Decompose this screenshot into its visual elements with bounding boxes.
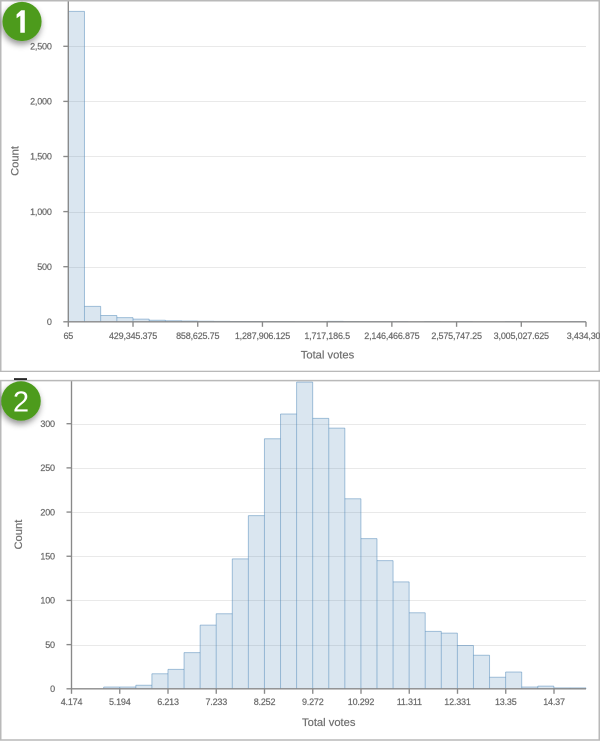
svg-text:3,434,308: 3,434,308 xyxy=(567,331,600,341)
svg-text:200: 200 xyxy=(40,507,55,517)
svg-text:65: 65 xyxy=(63,331,73,341)
svg-text:2,575,747.25: 2,575,747.25 xyxy=(431,331,482,341)
svg-text:1,287,906.125: 1,287,906.125 xyxy=(235,331,290,341)
svg-text:8.252: 8.252 xyxy=(254,697,276,707)
svg-text:11.311: 11.311 xyxy=(397,697,422,707)
svg-text:2,146,466.875: 2,146,466.875 xyxy=(364,331,419,341)
svg-text:9.272: 9.272 xyxy=(302,697,324,707)
svg-text:0: 0 xyxy=(50,684,55,694)
svg-text:150: 150 xyxy=(40,551,55,561)
svg-text:250: 250 xyxy=(40,463,55,473)
svg-text:429,345.375: 429,345.375 xyxy=(109,331,157,341)
svg-text:12.331: 12.331 xyxy=(444,697,471,707)
svg-text:Total votes: Total votes xyxy=(302,717,356,729)
svg-text:50: 50 xyxy=(45,640,55,650)
svg-text:0: 0 xyxy=(47,317,52,327)
svg-text:2,000: 2,000 xyxy=(30,97,52,107)
svg-text:10.292: 10.292 xyxy=(348,697,375,707)
svg-text:4.174: 4.174 xyxy=(61,697,83,707)
svg-text:Count: Count xyxy=(10,145,22,176)
svg-text:1,000: 1,000 xyxy=(30,207,52,217)
svg-text:858,625.75: 858,625.75 xyxy=(176,331,219,341)
svg-text:100: 100 xyxy=(40,596,55,606)
svg-text:1,500: 1,500 xyxy=(30,152,52,162)
svg-text:13.35: 13.35 xyxy=(495,697,517,707)
svg-text:6.213: 6.213 xyxy=(157,697,179,707)
svg-text:5.194: 5.194 xyxy=(109,697,131,707)
svg-text:300: 300 xyxy=(40,419,55,429)
svg-text:Total votes: Total votes xyxy=(301,350,355,362)
svg-text:14.37: 14.37 xyxy=(543,697,565,707)
svg-text:Count: Count xyxy=(13,519,25,550)
svg-text:2,500: 2,500 xyxy=(30,42,52,52)
svg-text:7.233: 7.233 xyxy=(205,697,227,707)
svg-text:3,005,027.625: 3,005,027.625 xyxy=(494,331,549,341)
svg-text:1,717,186.5: 1,717,186.5 xyxy=(304,331,350,341)
svg-text:500: 500 xyxy=(37,262,52,272)
